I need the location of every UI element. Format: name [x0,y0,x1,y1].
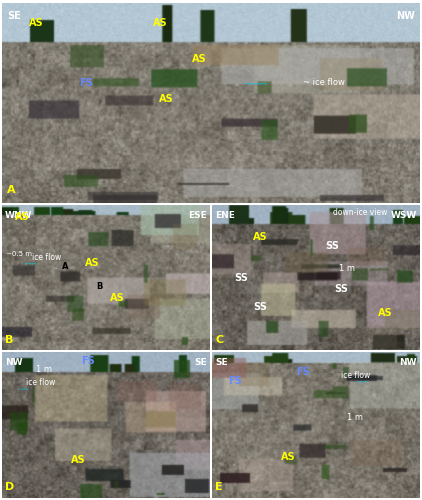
Text: ESE: ESE [188,210,207,220]
Text: 1 m: 1 m [347,413,363,422]
Text: AS: AS [281,452,295,462]
Text: SS: SS [254,302,268,312]
Text: ice flow: ice flow [32,253,62,262]
Text: down-ice view: down-ice view [333,208,387,216]
Text: FS: FS [296,368,310,378]
Text: WNW: WNW [5,210,32,220]
Text: SS: SS [335,284,349,294]
Text: AS: AS [15,212,29,222]
Text: ~0.5 m: ~0.5 m [6,252,32,258]
Text: B: B [5,334,14,344]
Text: AS: AS [29,18,44,28]
Text: FS: FS [227,376,241,386]
Text: ice flow: ice flow [341,371,370,380]
Text: AS: AS [71,454,85,464]
Text: 1 m: 1 m [36,365,52,374]
Text: E: E [215,482,223,492]
Text: AS: AS [159,94,173,104]
Text: AS: AS [253,232,267,242]
Text: AS: AS [192,54,207,64]
Text: SE: SE [7,10,21,20]
Text: A: A [62,262,69,270]
Text: ENE: ENE [215,210,235,220]
Text: C: C [215,334,223,344]
Text: A: A [7,185,16,195]
Text: SE: SE [215,358,228,367]
Text: AS: AS [85,258,100,268]
Text: WSW: WSW [390,210,417,220]
Text: AS: AS [378,308,393,318]
Text: 1 m: 1 m [339,264,355,274]
Text: SE: SE [194,358,207,367]
Text: ice flow: ice flow [26,378,55,387]
Text: FS: FS [79,78,93,88]
Text: AS: AS [110,293,125,303]
Text: AS: AS [152,18,167,28]
Text: B: B [97,282,103,291]
Text: FS: FS [81,356,95,366]
Text: ~ ice flow: ~ ice flow [303,78,345,88]
Text: SS: SS [325,240,339,250]
Text: NW: NW [5,358,23,367]
Text: NW: NW [399,358,417,367]
Text: SS: SS [234,272,248,282]
Text: D: D [5,482,14,492]
Text: NW: NW [396,10,415,20]
